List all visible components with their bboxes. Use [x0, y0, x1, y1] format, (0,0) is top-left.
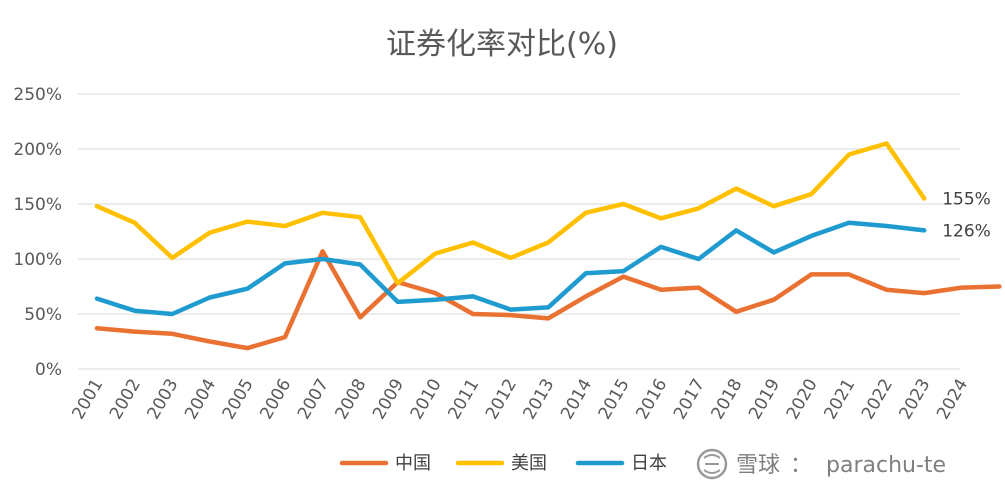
- y-tick-label: 150%: [13, 195, 62, 215]
- x-tick-label: 2005: [219, 376, 258, 423]
- end-labels: 74%155%126%: [942, 190, 1005, 298]
- x-tick-label: 2016: [632, 376, 671, 423]
- end-value-label: 126%: [942, 221, 991, 241]
- x-tick-label: 2020: [783, 376, 822, 423]
- watermark: 雪球 ： parachu-te: [698, 450, 946, 478]
- x-tick-label: 2004: [181, 376, 220, 423]
- y-tick-label: 250%: [13, 85, 62, 105]
- watermark-separator: ：: [790, 453, 812, 478]
- x-tick-label: 2003: [144, 376, 183, 423]
- x-tick-label: 2007: [294, 376, 333, 423]
- chart-title: 证券化率对比(%): [386, 27, 618, 62]
- watermark-brand: 雪球: [736, 453, 780, 478]
- series-lines: [97, 143, 1000, 348]
- x-tick-label: 2017: [670, 376, 709, 423]
- snowball-logo-icon: [698, 450, 726, 478]
- x-tick-label: 2014: [557, 376, 596, 423]
- y-tick-label: 100%: [13, 250, 62, 270]
- x-tick-label: 2006: [256, 376, 295, 423]
- legend-label: 美国: [511, 453, 547, 474]
- x-tick-label: 2002: [106, 376, 145, 423]
- legend-label: 日本: [631, 453, 667, 474]
- x-tick-label: 2001: [68, 376, 107, 423]
- y-axis-ticks: 0% 50% 100% 150% 200% 250%: [13, 85, 62, 380]
- y-tick-label: 50%: [24, 305, 62, 325]
- x-tick-label: 2019: [745, 376, 784, 423]
- watermark-user: parachu-te: [826, 453, 946, 478]
- x-tick-label: 2011: [444, 376, 483, 423]
- x-tick-label: 2021: [820, 376, 859, 423]
- x-tick-label: 2013: [520, 376, 559, 423]
- x-axis-ticks: 2001200220032004200520062007200820092010…: [68, 376, 972, 423]
- y-tick-label: 0%: [35, 360, 62, 380]
- x-tick-label: 2008: [332, 376, 371, 423]
- x-tick-label: 2015: [595, 376, 634, 423]
- x-tick-label: 2010: [407, 376, 446, 423]
- x-tick-label: 2023: [896, 376, 935, 423]
- y-tick-label: 200%: [13, 140, 62, 160]
- x-tick-label: 2012: [482, 376, 521, 423]
- end-value-label: 155%: [942, 190, 991, 210]
- series-line-3: [97, 223, 924, 314]
- legend-label: 中国: [395, 453, 431, 474]
- x-tick-label: 2022: [858, 376, 897, 423]
- x-tick-label: 2009: [369, 376, 408, 423]
- series-line-2: [97, 144, 924, 284]
- series-line-1: [97, 251, 999, 348]
- legend: 中国 美国 日本: [342, 453, 667, 474]
- x-tick-label: 2024: [933, 376, 972, 423]
- x-tick-label: 2018: [708, 376, 747, 423]
